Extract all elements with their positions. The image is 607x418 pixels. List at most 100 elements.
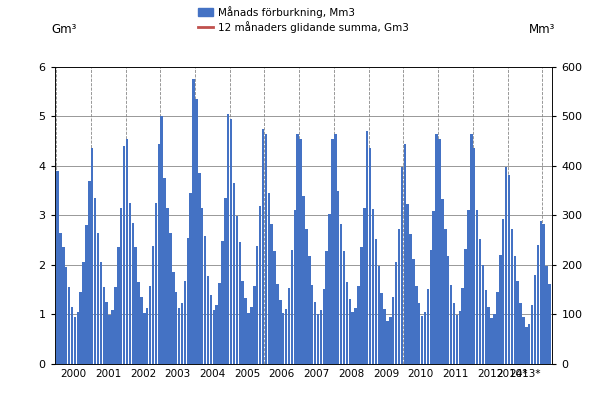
Bar xyxy=(470,134,473,364)
Bar xyxy=(143,313,146,364)
Bar xyxy=(517,280,519,364)
Bar xyxy=(233,183,236,364)
Bar xyxy=(317,314,319,364)
Bar xyxy=(381,293,383,364)
Bar xyxy=(528,324,531,364)
Bar xyxy=(120,208,123,364)
Bar xyxy=(386,321,388,364)
Bar xyxy=(328,214,331,364)
Bar xyxy=(146,308,149,364)
Bar xyxy=(224,198,226,364)
Bar xyxy=(186,237,189,364)
Bar xyxy=(340,224,342,364)
Bar xyxy=(499,255,501,364)
Bar xyxy=(525,327,527,364)
Bar xyxy=(291,250,293,364)
Bar xyxy=(484,291,487,364)
Bar xyxy=(366,131,368,364)
Bar xyxy=(219,283,221,364)
Bar xyxy=(184,280,186,364)
Bar xyxy=(369,148,371,364)
Bar xyxy=(493,314,496,364)
Bar xyxy=(123,146,125,364)
Bar xyxy=(279,301,282,364)
Bar xyxy=(507,175,510,364)
Bar xyxy=(430,250,432,364)
Bar xyxy=(91,148,93,364)
Bar xyxy=(247,313,249,364)
Bar xyxy=(204,236,206,364)
Bar xyxy=(236,216,238,364)
Bar xyxy=(265,134,267,364)
Bar xyxy=(540,221,542,364)
Bar xyxy=(129,203,131,364)
Bar xyxy=(85,225,87,364)
Bar xyxy=(537,245,539,364)
Bar xyxy=(401,167,403,364)
Bar xyxy=(262,129,264,364)
Bar xyxy=(322,289,325,364)
Bar xyxy=(354,308,357,364)
Bar xyxy=(409,234,412,364)
Bar xyxy=(383,309,386,364)
Bar xyxy=(464,249,467,364)
Bar xyxy=(311,285,313,364)
Legend: Månads förburkning, Mm3, 12 månaders glidande summa, Gm3: Månads förburkning, Mm3, 12 månaders gli… xyxy=(194,2,413,37)
Bar xyxy=(543,224,545,364)
Bar xyxy=(441,199,444,364)
Bar xyxy=(548,283,551,364)
Bar xyxy=(294,210,296,364)
Bar xyxy=(427,289,429,364)
Bar xyxy=(345,282,348,364)
Bar xyxy=(371,209,374,364)
Bar xyxy=(114,287,117,364)
Bar xyxy=(59,232,62,364)
Bar xyxy=(453,303,455,364)
Bar xyxy=(103,287,105,364)
Bar xyxy=(163,178,166,364)
Bar xyxy=(479,239,481,364)
Bar xyxy=(259,206,262,364)
Bar xyxy=(334,134,336,364)
Bar xyxy=(250,307,253,364)
Bar xyxy=(282,313,285,364)
Bar xyxy=(285,309,287,364)
Bar xyxy=(473,148,475,364)
Bar xyxy=(126,139,128,364)
Bar xyxy=(467,210,470,364)
Bar xyxy=(534,275,536,364)
Bar xyxy=(111,310,114,364)
Bar xyxy=(137,282,140,364)
Bar xyxy=(320,310,322,364)
Bar xyxy=(117,247,120,364)
Bar xyxy=(230,119,232,364)
Bar xyxy=(201,208,203,364)
Bar xyxy=(56,171,59,364)
Bar xyxy=(531,305,534,364)
Bar xyxy=(253,285,256,364)
Bar xyxy=(198,173,200,364)
Bar xyxy=(314,302,316,364)
Bar xyxy=(178,308,180,364)
Bar xyxy=(520,303,522,364)
Bar xyxy=(424,312,426,364)
Bar xyxy=(288,288,290,364)
Bar xyxy=(487,307,490,364)
Bar xyxy=(375,239,377,364)
Text: Gm³: Gm³ xyxy=(52,23,77,36)
Bar xyxy=(242,280,244,364)
Bar xyxy=(456,315,458,364)
Bar xyxy=(389,317,392,364)
Bar xyxy=(73,317,76,364)
Bar xyxy=(207,275,209,364)
Bar xyxy=(510,229,513,364)
Bar xyxy=(83,262,85,364)
Bar xyxy=(421,316,423,364)
Bar xyxy=(358,285,360,364)
Bar xyxy=(109,315,111,364)
Bar xyxy=(404,143,406,364)
Bar xyxy=(343,251,345,364)
Bar xyxy=(134,247,137,364)
Bar xyxy=(227,114,229,364)
Bar xyxy=(415,285,418,364)
